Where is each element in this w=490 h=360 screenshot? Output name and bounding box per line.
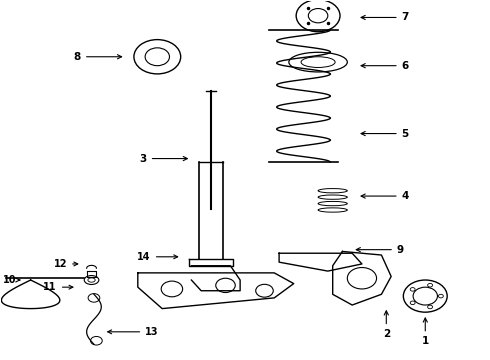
- Text: 1: 1: [422, 318, 429, 346]
- Text: 14: 14: [137, 252, 178, 262]
- Text: 2: 2: [383, 311, 390, 339]
- Polygon shape: [279, 253, 362, 271]
- Text: 8: 8: [74, 52, 122, 62]
- Text: 12: 12: [53, 259, 78, 269]
- Text: 10: 10: [3, 275, 20, 285]
- Text: 6: 6: [361, 61, 409, 71]
- Text: 9: 9: [356, 245, 404, 255]
- Text: 7: 7: [361, 13, 409, 22]
- Text: 5: 5: [361, 129, 409, 139]
- Text: 3: 3: [140, 154, 187, 163]
- Text: 11: 11: [43, 282, 73, 292]
- Polygon shape: [138, 273, 294, 309]
- Polygon shape: [333, 251, 391, 305]
- Text: 13: 13: [108, 327, 159, 337]
- Text: 4: 4: [361, 191, 409, 201]
